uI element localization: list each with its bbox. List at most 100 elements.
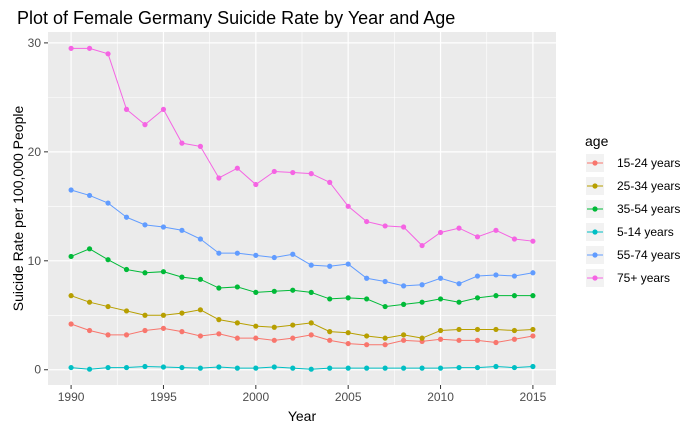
data-point <box>345 365 351 371</box>
data-point <box>345 330 351 336</box>
data-point <box>216 364 222 370</box>
data-point <box>234 335 240 341</box>
data-point <box>216 250 222 256</box>
data-point <box>530 363 536 370</box>
data-point <box>271 288 277 294</box>
data-point <box>86 45 93 51</box>
data-point <box>216 331 222 337</box>
data-point <box>456 299 462 305</box>
legend-label: 5-14 years <box>617 225 674 239</box>
legend-item: 5-14 years <box>586 223 674 241</box>
data-point <box>160 312 167 318</box>
series-layer <box>68 45 536 372</box>
data-point <box>419 365 425 371</box>
data-point <box>474 273 481 279</box>
chart-title: Plot of Female Germany Suicide Rate by Y… <box>17 8 455 28</box>
data-point <box>68 293 74 299</box>
data-point <box>68 321 74 327</box>
data-point <box>511 336 518 342</box>
data-point <box>382 303 388 310</box>
data-point <box>290 322 296 328</box>
data-point <box>290 169 296 176</box>
data-point <box>437 275 444 281</box>
data-point <box>401 224 407 230</box>
data-point <box>437 336 444 342</box>
data-point <box>401 365 407 371</box>
data-point <box>68 187 74 193</box>
legend-key-point <box>592 252 598 258</box>
data-point <box>493 272 499 278</box>
legend-item: 55-74 years <box>586 246 680 264</box>
legend-label: 25-34 years <box>617 179 680 193</box>
series-15-24-years <box>68 321 536 348</box>
data-point <box>401 301 407 307</box>
data-point <box>160 269 167 275</box>
data-point <box>216 285 222 291</box>
data-point <box>511 293 518 299</box>
data-point <box>493 339 499 346</box>
series-line <box>70 295 533 339</box>
data-point <box>530 333 536 339</box>
data-point <box>493 293 499 299</box>
data-point <box>105 51 111 57</box>
data-point <box>511 327 518 334</box>
data-point <box>253 252 259 258</box>
data-point <box>86 366 93 372</box>
data-point <box>308 332 314 338</box>
data-point <box>308 366 314 372</box>
x-axis-title: Year <box>288 408 317 424</box>
data-point <box>474 337 481 343</box>
data-point <box>179 329 185 335</box>
data-point <box>197 307 203 313</box>
data-point <box>123 364 130 371</box>
data-point <box>327 179 333 185</box>
data-point <box>234 284 240 290</box>
y-tick-label: 30 <box>28 36 42 50</box>
legend-label: 75+ years <box>617 271 670 285</box>
data-point <box>253 289 259 295</box>
data-point <box>271 324 277 330</box>
data-point <box>474 234 481 240</box>
data-point <box>382 278 388 285</box>
data-point <box>345 340 351 347</box>
data-point <box>253 335 259 341</box>
data-point <box>105 200 111 206</box>
data-point <box>290 287 296 293</box>
data-point <box>86 246 93 252</box>
series-75-years <box>68 45 536 249</box>
data-point <box>437 327 444 334</box>
legend-item: 15-24 years <box>586 154 680 172</box>
data-point <box>530 238 536 244</box>
data-point <box>123 308 130 314</box>
data-point <box>86 192 93 199</box>
legend-key-point <box>592 206 598 212</box>
data-point <box>382 365 388 371</box>
data-point <box>511 236 518 242</box>
legend-label: 55-74 years <box>617 248 680 262</box>
data-point <box>142 222 148 228</box>
y-tick-label: 20 <box>28 145 42 159</box>
legend: age 15-24 years 25-34 years 35-54 years 5-1… <box>585 133 680 287</box>
data-point <box>419 282 425 288</box>
data-point <box>290 335 296 341</box>
data-point <box>197 276 203 282</box>
data-point <box>456 364 462 371</box>
data-point <box>68 45 74 51</box>
legend-label: 35-54 years <box>617 202 680 216</box>
data-point <box>530 293 536 299</box>
data-point <box>327 365 333 371</box>
data-point <box>493 363 499 370</box>
data-point <box>123 332 130 338</box>
data-point <box>437 296 444 302</box>
series-line <box>71 47 533 247</box>
data-point <box>197 143 203 149</box>
data-point <box>327 337 333 343</box>
data-point <box>345 261 351 267</box>
data-point <box>86 299 93 305</box>
data-point <box>364 275 370 281</box>
data-point <box>382 335 388 341</box>
data-point <box>364 342 370 348</box>
data-point <box>364 333 370 339</box>
data-point <box>493 326 499 333</box>
legend-item: 25-34 years <box>586 177 680 195</box>
